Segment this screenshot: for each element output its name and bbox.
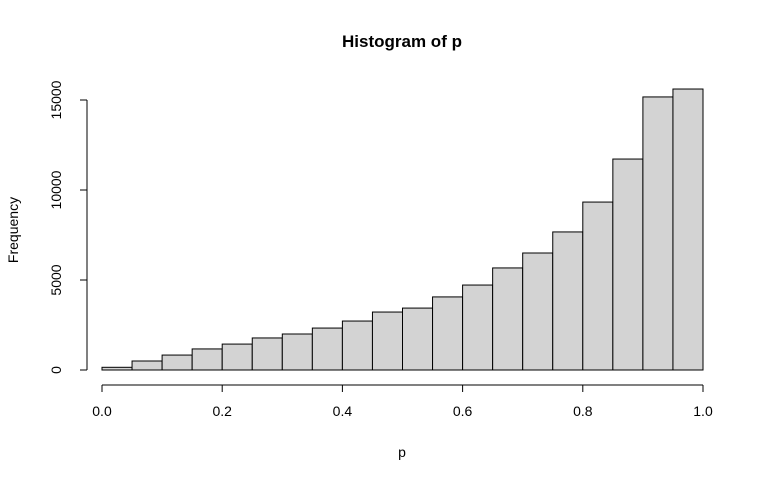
y-tick-label: 5000 [48, 264, 64, 295]
bar [612, 158, 644, 371]
x-tick-label: 1.0 [693, 403, 713, 419]
bar [191, 348, 223, 371]
bar [582, 201, 614, 371]
bar [552, 231, 584, 371]
chart-title: Histogram of p [342, 32, 462, 51]
bar [642, 96, 674, 371]
x-tick-label: 0.4 [333, 403, 353, 419]
x-tick-label: 0.2 [212, 403, 232, 419]
x-axis-label: p [398, 444, 406, 460]
bar [251, 337, 283, 371]
bar [131, 360, 163, 371]
bar [462, 284, 494, 371]
bar [281, 333, 313, 371]
bar [101, 366, 133, 371]
bar [341, 320, 373, 371]
bar [161, 354, 193, 371]
bar [221, 343, 253, 371]
x-tick-label: 0.6 [453, 403, 473, 419]
x-tick-label: 0.0 [92, 403, 112, 419]
bar [311, 327, 343, 371]
bar [672, 88, 704, 371]
bar [432, 296, 464, 371]
y-tick-label: 15000 [48, 80, 64, 119]
x-tick-label: 0.8 [573, 403, 593, 419]
y-axis-label: Frequency [5, 197, 21, 263]
bar [492, 267, 524, 371]
bar [522, 252, 554, 371]
bar [371, 311, 404, 371]
y-tick-label: 0 [48, 366, 64, 374]
y-tick-label: 10000 [48, 170, 64, 209]
bar [402, 307, 434, 371]
